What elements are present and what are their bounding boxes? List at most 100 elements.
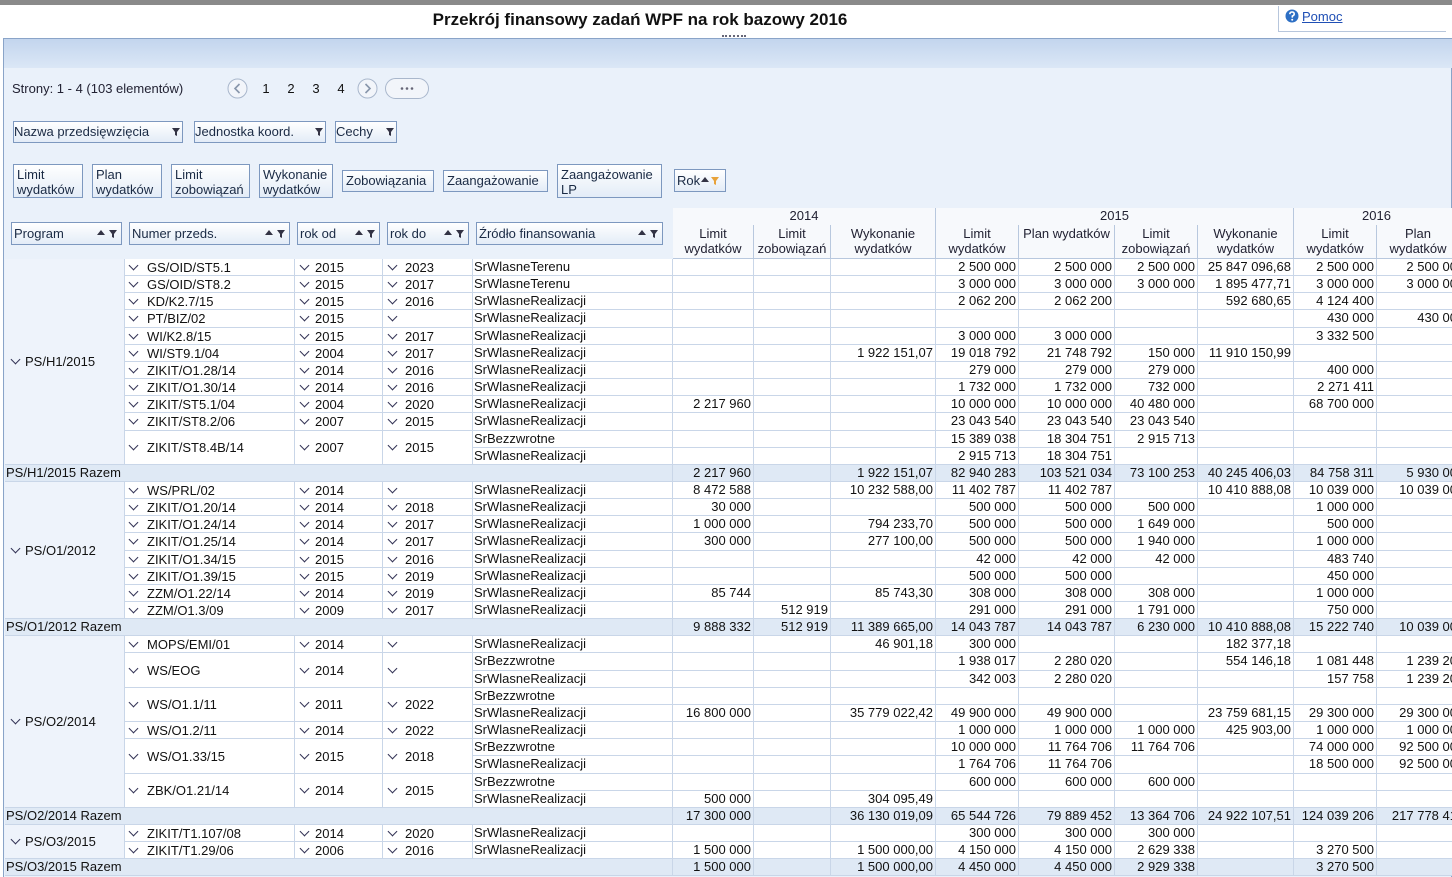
expand-chevron[interactable] xyxy=(10,834,21,845)
expand-chevron[interactable] xyxy=(387,294,398,304)
expand-chevron[interactable] xyxy=(299,749,310,759)
expand-chevron[interactable] xyxy=(299,603,310,613)
data-field-button[interactable]: Zaangażowanie xyxy=(443,170,548,192)
expand-chevron[interactable] xyxy=(299,329,310,339)
expand-chevron[interactable] xyxy=(299,500,310,510)
expand-chevron[interactable] xyxy=(387,783,398,794)
row-field-button[interactable]: rok od xyxy=(297,222,380,245)
expand-chevron[interactable] xyxy=(299,826,310,836)
expand-chevron[interactable] xyxy=(128,826,139,836)
expand-chevron[interactable] xyxy=(387,346,398,356)
expand-chevron[interactable] xyxy=(128,663,139,673)
expand-chevron[interactable] xyxy=(128,749,139,759)
expand-chevron[interactable] xyxy=(299,294,310,304)
data-field-button[interactable]: Plan wydatków xyxy=(92,164,162,198)
expand-chevron[interactable] xyxy=(387,380,398,390)
filter-field-button[interactable]: Jednostka koord. xyxy=(194,121,326,143)
expand-chevron[interactable] xyxy=(128,363,139,373)
expand-chevron[interactable] xyxy=(387,552,398,562)
expand-chevron[interactable] xyxy=(128,294,139,304)
expand-chevron[interactable] xyxy=(299,534,310,545)
expand-chevron[interactable] xyxy=(128,697,139,708)
page-link[interactable]: 1 xyxy=(262,81,270,96)
help-link[interactable]: Pomoc xyxy=(1302,9,1343,24)
page-link[interactable]: 2 xyxy=(287,81,295,96)
expand-chevron[interactable] xyxy=(128,843,139,853)
expand-chevron[interactable] xyxy=(387,397,398,407)
expand-chevron[interactable] xyxy=(387,663,398,673)
expand-chevron[interactable] xyxy=(299,277,310,287)
expand-chevron[interactable] xyxy=(299,440,310,451)
expand-chevron[interactable] xyxy=(387,749,398,759)
expand-chevron[interactable] xyxy=(387,637,398,647)
expand-chevron[interactable] xyxy=(299,311,310,322)
expand-chevron[interactable] xyxy=(299,586,310,596)
page-link[interactable]: 4 xyxy=(337,81,345,96)
expand-chevron[interactable] xyxy=(387,483,398,493)
expand-chevron[interactable] xyxy=(299,260,310,270)
expand-chevron[interactable] xyxy=(299,483,310,493)
expand-chevron[interactable] xyxy=(299,569,310,579)
expand-chevron[interactable] xyxy=(299,697,310,708)
expand-chevron[interactable] xyxy=(128,277,139,287)
data-field-button[interactable]: Wykonanie wydatków xyxy=(259,164,333,198)
expand-chevron[interactable] xyxy=(299,663,310,673)
expand-chevron[interactable] xyxy=(299,637,310,647)
page-link[interactable]: 3 xyxy=(312,81,320,96)
expand-chevron[interactable] xyxy=(128,380,139,390)
expand-chevron[interactable] xyxy=(128,311,139,322)
data-field-button[interactable]: Limit zobowiązań xyxy=(171,164,250,198)
expand-chevron[interactable] xyxy=(128,346,139,356)
expand-chevron[interactable] xyxy=(387,603,398,613)
expand-chevron[interactable] xyxy=(387,277,398,287)
expand-chevron[interactable] xyxy=(128,414,139,425)
expand-chevron[interactable] xyxy=(387,311,398,322)
expand-chevron[interactable] xyxy=(299,783,310,794)
expand-chevron[interactable] xyxy=(387,697,398,708)
expand-chevron[interactable] xyxy=(128,534,139,545)
expand-chevron[interactable] xyxy=(128,483,139,493)
expand-chevron[interactable] xyxy=(387,329,398,339)
expand-chevron[interactable] xyxy=(299,517,310,527)
expand-chevron[interactable] xyxy=(128,569,139,579)
expand-chevron[interactable] xyxy=(128,500,139,510)
expand-chevron[interactable] xyxy=(128,603,139,613)
expand-chevron[interactable] xyxy=(387,260,398,270)
expand-chevron[interactable] xyxy=(387,843,398,853)
expand-chevron[interactable] xyxy=(387,440,398,451)
expand-chevron[interactable] xyxy=(10,543,21,553)
row-field-button[interactable]: Numer przeds. xyxy=(129,222,290,245)
filter-field-button[interactable]: Cechy xyxy=(335,121,397,143)
expand-chevron[interactable] xyxy=(387,569,398,579)
expand-chevron[interactable] xyxy=(387,534,398,545)
expand-chevron[interactable] xyxy=(128,637,139,647)
expand-chevron[interactable] xyxy=(299,414,310,425)
expand-chevron[interactable] xyxy=(128,329,139,339)
expand-chevron[interactable] xyxy=(128,397,139,407)
expand-chevron[interactable] xyxy=(299,363,310,373)
expand-chevron[interactable] xyxy=(128,586,139,596)
expand-chevron[interactable] xyxy=(299,723,310,733)
expand-chevron[interactable] xyxy=(128,517,139,527)
column-field-button[interactable]: Rok xyxy=(674,169,726,192)
expand-chevron[interactable] xyxy=(387,414,398,425)
expand-chevron[interactable] xyxy=(299,843,310,853)
row-field-button[interactable]: Źródło finansowania xyxy=(476,222,663,245)
expand-chevron[interactable] xyxy=(10,714,21,725)
expand-chevron[interactable] xyxy=(128,783,139,794)
expand-chevron[interactable] xyxy=(128,723,139,733)
data-field-button[interactable]: Zobowiązania xyxy=(342,170,434,192)
expand-chevron[interactable] xyxy=(299,380,310,390)
row-field-button[interactable]: Program xyxy=(11,222,122,245)
expand-chevron[interactable] xyxy=(387,517,398,527)
expand-chevron[interactable] xyxy=(387,723,398,733)
expand-chevron[interactable] xyxy=(387,586,398,596)
expand-chevron[interactable] xyxy=(10,354,21,365)
expand-chevron[interactable] xyxy=(387,826,398,836)
expand-chevron[interactable] xyxy=(299,346,310,356)
expand-chevron[interactable] xyxy=(299,552,310,562)
expand-chevron[interactable] xyxy=(128,440,139,451)
expand-chevron[interactable] xyxy=(299,397,310,407)
filter-field-button[interactable]: Nazwa przedsięwzięcia xyxy=(13,121,183,143)
data-field-button[interactable]: Zaangażowanie LP xyxy=(557,164,662,198)
